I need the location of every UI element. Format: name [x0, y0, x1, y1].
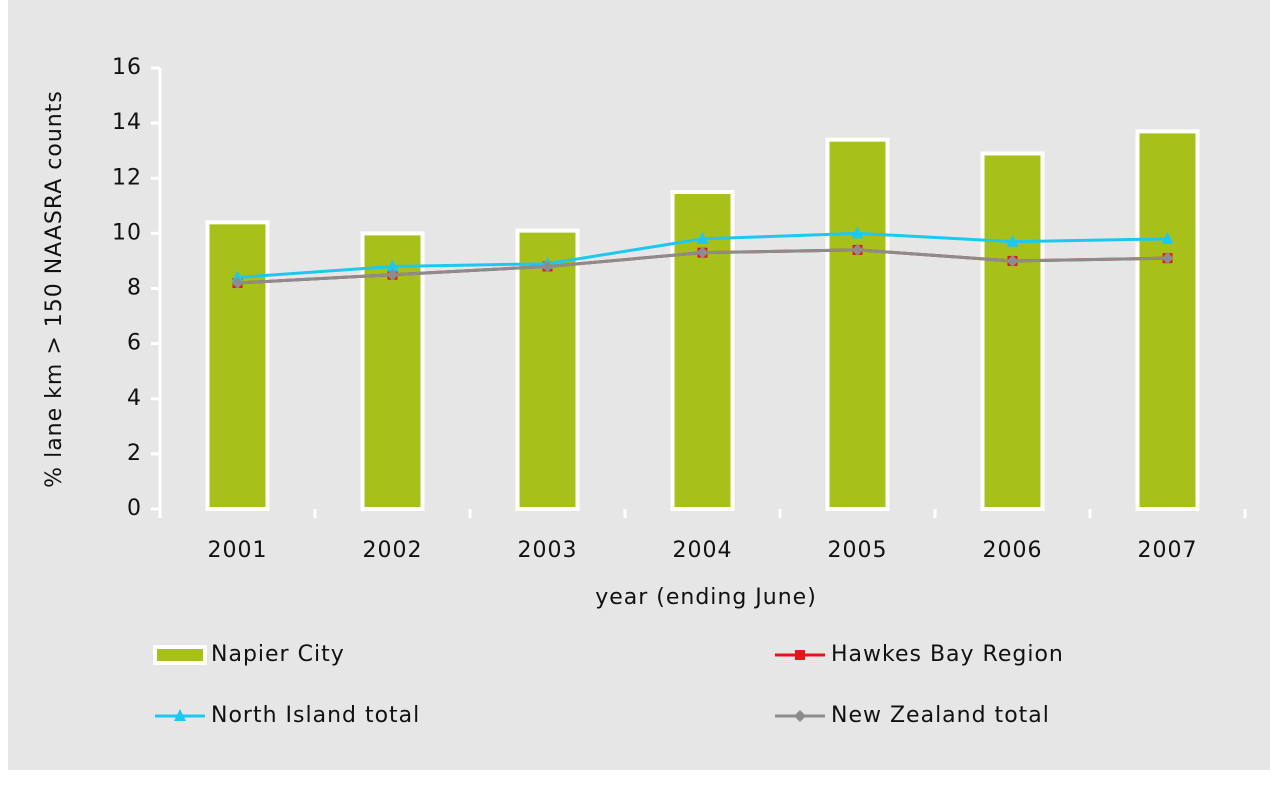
y-tick-label: 12	[112, 165, 142, 190]
line-marker	[231, 270, 244, 283]
line-marker	[541, 260, 554, 273]
legend-marker	[794, 710, 806, 722]
line-marker	[851, 226, 864, 239]
y-axis-label: % lane km > 150 NAASRA counts	[42, 90, 67, 488]
y-tick-label: 8	[127, 276, 142, 301]
legend-swatch	[153, 645, 207, 665]
x-tick-label: 2002	[363, 538, 423, 563]
y-tick-label: 0	[127, 496, 142, 521]
legend-label: North Island total	[211, 703, 420, 728]
x-tick-label: 2001	[208, 538, 268, 563]
legend-marker	[795, 650, 805, 660]
y-tick-label: 16	[112, 55, 142, 80]
bar	[825, 137, 890, 511]
line-marker	[231, 276, 244, 289]
line-marker	[1006, 254, 1019, 267]
bar	[515, 228, 580, 511]
bar	[205, 220, 270, 511]
line-marker	[386, 268, 399, 281]
line-marker	[1006, 234, 1019, 247]
x-tick-label: 2007	[1138, 538, 1198, 563]
line-marker	[696, 231, 709, 244]
y-tick-label: 10	[112, 220, 142, 245]
x-tick-label: 2003	[518, 538, 578, 563]
y-tick-label: 6	[127, 331, 142, 356]
line-marker	[386, 259, 399, 272]
bar	[980, 151, 1045, 511]
legend-label: Hawkes Bay Region	[831, 642, 1064, 667]
bar	[670, 190, 735, 511]
x-tick-label: 2004	[673, 538, 733, 563]
line-marker	[1161, 252, 1174, 265]
y-tick-label: 14	[112, 110, 142, 135]
x-tick-label: 2005	[828, 538, 888, 563]
bar	[1135, 129, 1200, 512]
y-tick-label: 2	[127, 441, 142, 466]
line-marker	[696, 246, 709, 259]
y-tick-label: 4	[127, 386, 142, 411]
line-marker	[1161, 231, 1174, 244]
line-marker	[851, 243, 864, 256]
bar	[360, 231, 425, 511]
x-tick-label: 2006	[983, 538, 1043, 563]
x-axis-label: year (ending June)	[595, 585, 817, 610]
legend-label: New Zealand total	[831, 703, 1050, 728]
legend-marker	[174, 709, 186, 721]
legend-label: Napier City	[211, 642, 345, 667]
